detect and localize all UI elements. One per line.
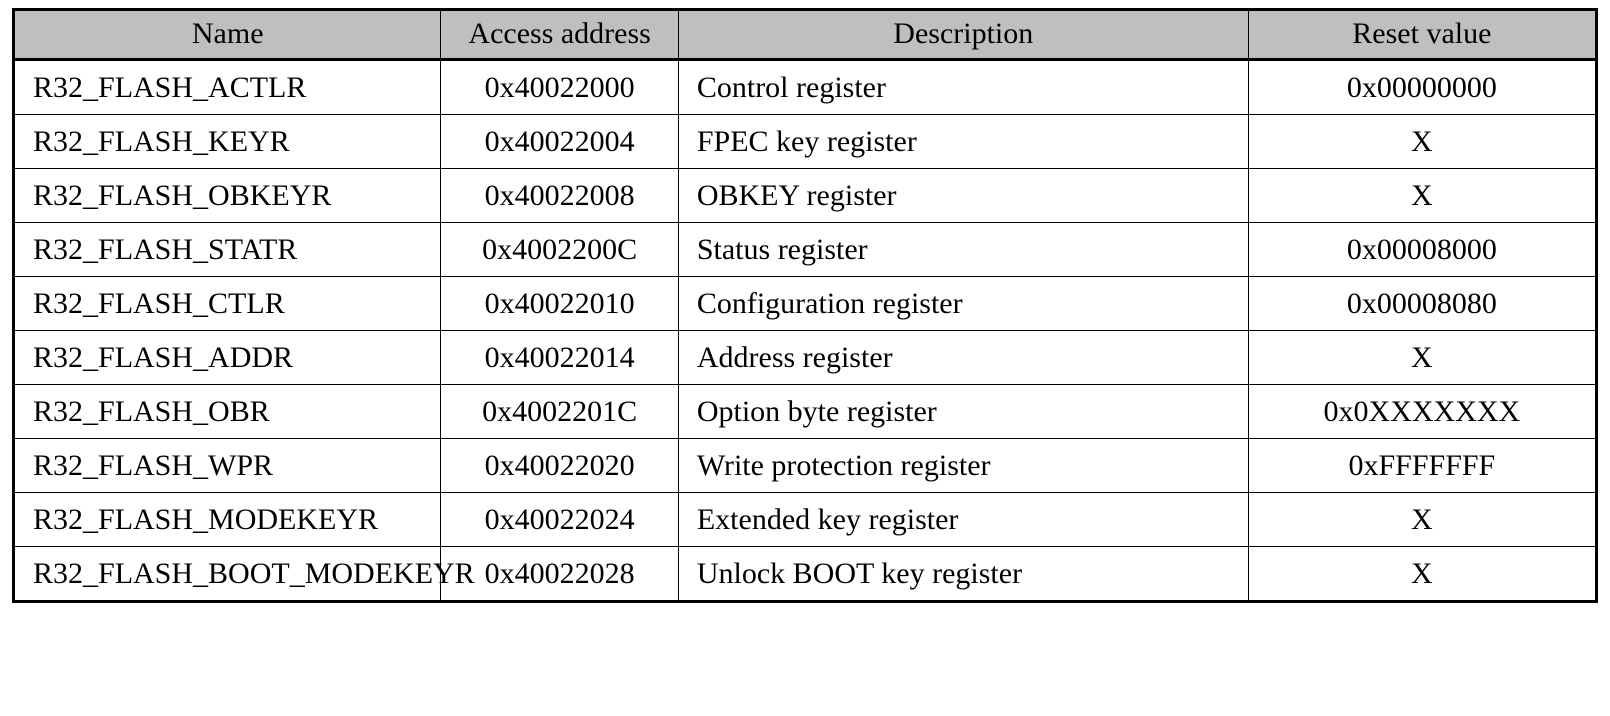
table-row: R32_FLASH_BOOT_MODEKEYR0x40022028Unlock …	[14, 546, 1597, 601]
cell-addr: 0x40022010	[441, 276, 678, 330]
cell-name: R32_FLASH_BOOT_MODEKEYR	[14, 546, 441, 601]
cell-desc: Option byte register	[678, 384, 1248, 438]
table-row: R32_FLASH_STATR0x4002200CStatus register…	[14, 222, 1597, 276]
cell-desc: FPEC key register	[678, 114, 1248, 168]
cell-name: R32_FLASH_WPR	[14, 438, 441, 492]
table-row: R32_FLASH_ACTLR0x40022000Control registe…	[14, 59, 1597, 114]
cell-addr: 0x40022028	[441, 546, 678, 601]
cell-name: R32_FLASH_ADDR	[14, 330, 441, 384]
cell-reset: 0x00000000	[1248, 59, 1596, 114]
cell-addr: 0x4002200C	[441, 222, 678, 276]
table-row: R32_FLASH_WPR0x40022020Write protection …	[14, 438, 1597, 492]
cell-name: R32_FLASH_MODEKEYR	[14, 492, 441, 546]
col-header-desc: Description	[678, 10, 1248, 60]
cell-addr: 0x40022000	[441, 59, 678, 114]
cell-name: R32_FLASH_STATR	[14, 222, 441, 276]
cell-addr: 0x40022008	[441, 168, 678, 222]
cell-desc: Unlock BOOT key register	[678, 546, 1248, 601]
cell-addr: 0x4002201C	[441, 384, 678, 438]
col-header-addr: Access address	[441, 10, 678, 60]
cell-addr: 0x40022024	[441, 492, 678, 546]
table-row: R32_FLASH_ADDR0x40022014Address register…	[14, 330, 1597, 384]
cell-name: R32_FLASH_ACTLR	[14, 59, 441, 114]
cell-addr: 0x40022020	[441, 438, 678, 492]
cell-reset: X	[1248, 330, 1596, 384]
register-table-header-row: NameAccess addressDescriptionReset value	[14, 10, 1597, 60]
cell-addr: 0x40022014	[441, 330, 678, 384]
table-row: R32_FLASH_MODEKEYR0x40022024Extended key…	[14, 492, 1597, 546]
table-row: R32_FLASH_CTLR0x40022010Configuration re…	[14, 276, 1597, 330]
cell-reset: 0xFFFFFFF	[1248, 438, 1596, 492]
cell-desc: OBKEY register	[678, 168, 1248, 222]
cell-reset: X	[1248, 168, 1596, 222]
register-table-head: NameAccess addressDescriptionReset value	[14, 10, 1597, 60]
register-table: NameAccess addressDescriptionReset value…	[12, 8, 1598, 603]
cell-reset: X	[1248, 546, 1596, 601]
cell-desc: Write protection register	[678, 438, 1248, 492]
cell-desc: Configuration register	[678, 276, 1248, 330]
cell-desc: Status register	[678, 222, 1248, 276]
col-header-name: Name	[14, 10, 441, 60]
table-row: R32_FLASH_OBKEYR0x40022008OBKEY register…	[14, 168, 1597, 222]
cell-desc: Extended key register	[678, 492, 1248, 546]
table-row: R32_FLASH_OBR0x4002201COption byte regis…	[14, 384, 1597, 438]
cell-addr: 0x40022004	[441, 114, 678, 168]
cell-name: R32_FLASH_OBKEYR	[14, 168, 441, 222]
cell-reset: 0x00008000	[1248, 222, 1596, 276]
col-header-reset: Reset value	[1248, 10, 1596, 60]
table-row: R32_FLASH_KEYR0x40022004FPEC key registe…	[14, 114, 1597, 168]
cell-reset: X	[1248, 114, 1596, 168]
register-table-body: R32_FLASH_ACTLR0x40022000Control registe…	[14, 59, 1597, 601]
cell-name: R32_FLASH_KEYR	[14, 114, 441, 168]
cell-desc: Control register	[678, 59, 1248, 114]
cell-name: R32_FLASH_CTLR	[14, 276, 441, 330]
cell-reset: 0x0XXXXXXX	[1248, 384, 1596, 438]
cell-reset: 0x00008080	[1248, 276, 1596, 330]
cell-desc: Address register	[678, 330, 1248, 384]
cell-name: R32_FLASH_OBR	[14, 384, 441, 438]
cell-reset: X	[1248, 492, 1596, 546]
